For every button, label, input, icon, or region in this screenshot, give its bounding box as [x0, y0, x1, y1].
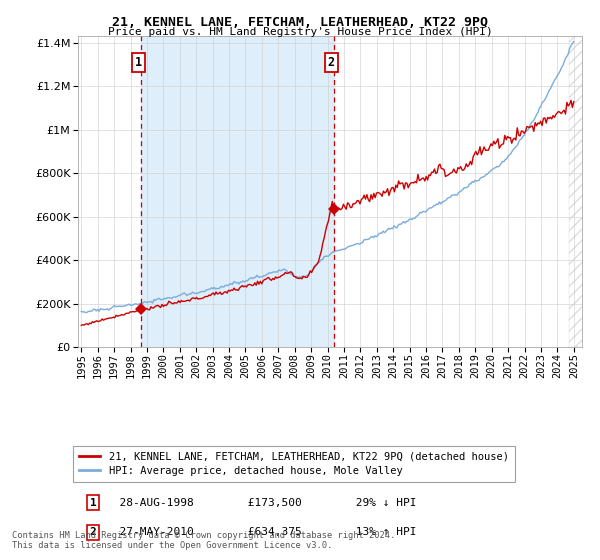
Legend: 21, KENNEL LANE, FETCHAM, LEATHERHEAD, KT22 9PQ (detached house), HPI: Average p: 21, KENNEL LANE, FETCHAM, LEATHERHEAD, K… [73, 446, 515, 482]
Text: 2: 2 [328, 57, 335, 69]
Text: Price paid vs. HM Land Registry's House Price Index (HPI): Price paid vs. HM Land Registry's House … [107, 27, 493, 38]
Bar [569, 36, 587, 347]
Text: Contains HM Land Registry data © Crown copyright and database right 2024.
This d: Contains HM Land Registry data © Crown c… [12, 530, 395, 550]
Text: 1: 1 [90, 498, 97, 507]
Text: 1: 1 [135, 57, 142, 69]
Bar [569, 36, 587, 347]
Bar [141, 36, 334, 347]
Text: 28-AUG-1998        £173,500        29% ↓ HPI: 28-AUG-1998 £173,500 29% ↓ HPI [106, 498, 416, 507]
Text: 21, KENNEL LANE, FETCHAM, LEATHERHEAD, KT22 9PQ: 21, KENNEL LANE, FETCHAM, LEATHERHEAD, K… [112, 16, 488, 29]
Text: 2: 2 [90, 527, 97, 537]
Text: 27-MAY-2010        £634,375        13% ↑ HPI: 27-MAY-2010 £634,375 13% ↑ HPI [106, 527, 416, 537]
